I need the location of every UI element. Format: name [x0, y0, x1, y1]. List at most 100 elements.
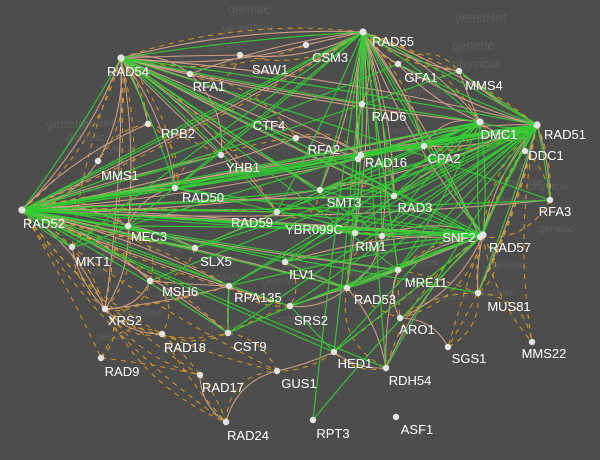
edge — [344, 287, 387, 369]
graph-node[interactable] — [225, 282, 233, 290]
graph-node[interactable] — [382, 364, 390, 372]
graph-node[interactable] — [68, 243, 76, 251]
edge — [104, 57, 122, 310]
watermark-text: yeastNet — [430, 292, 470, 303]
graph-node[interactable] — [144, 120, 152, 128]
graph-node-label: RAD18 — [164, 340, 206, 355]
edge — [120, 57, 222, 156]
graph-node[interactable] — [420, 142, 428, 150]
graph-node[interactable] — [392, 413, 400, 421]
graph-node[interactable] — [292, 134, 300, 142]
watermark-text: physical — [262, 118, 298, 129]
graph-node-label: RAD9 — [105, 364, 140, 379]
edge — [127, 225, 154, 282]
edge — [21, 209, 291, 307]
graph-node[interactable] — [546, 196, 554, 204]
edge — [362, 31, 395, 197]
graph-node[interactable] — [101, 305, 109, 313]
graph-node[interactable] — [273, 367, 281, 375]
edge — [21, 209, 291, 307]
graph-node[interactable] — [302, 41, 310, 49]
graph-node[interactable] — [444, 343, 452, 351]
graph-node-label: MMS1 — [101, 168, 139, 183]
edge — [289, 124, 538, 307]
graph-node[interactable] — [196, 371, 204, 379]
graph-node[interactable] — [224, 329, 232, 337]
edge — [397, 269, 401, 319]
graph-node[interactable] — [316, 186, 324, 194]
graph-node[interactable] — [217, 151, 225, 159]
edge — [276, 351, 335, 372]
graph-node[interactable] — [359, 28, 367, 36]
graph-node[interactable] — [117, 54, 125, 62]
edge — [284, 261, 348, 289]
edge — [346, 124, 538, 289]
graph-node[interactable] — [236, 51, 244, 59]
graph-node[interactable] — [476, 118, 484, 126]
graph-node[interactable] — [390, 192, 398, 200]
edge — [362, 31, 395, 197]
graph-node[interactable] — [18, 206, 26, 214]
watermark-text: genetic — [66, 130, 105, 144]
watermark-text: yeastNet — [42, 241, 85, 253]
graph-node[interactable] — [186, 70, 194, 78]
edge — [319, 188, 395, 197]
edge — [333, 31, 364, 353]
graph-node[interactable] — [394, 266, 402, 274]
edge — [276, 31, 364, 213]
graph-node[interactable] — [528, 338, 536, 346]
edge — [225, 370, 278, 423]
edge — [189, 31, 364, 75]
graph-node[interactable] — [171, 184, 179, 192]
edge — [477, 234, 484, 294]
graph-node[interactable] — [309, 416, 317, 424]
graph-node[interactable] — [351, 229, 359, 237]
graph-node[interactable] — [343, 284, 351, 292]
graph-node[interactable] — [354, 155, 362, 163]
graph-node[interactable] — [158, 330, 166, 338]
graph-node[interactable] — [455, 67, 463, 75]
graph-node[interactable] — [273, 208, 281, 216]
graph-node[interactable] — [222, 418, 230, 426]
edge — [227, 285, 230, 334]
graph-node[interactable] — [521, 147, 529, 155]
watermark-text: yeastNet — [318, 112, 358, 123]
graph-node[interactable] — [396, 314, 404, 322]
graph-node[interactable] — [281, 258, 289, 266]
graph-node[interactable] — [286, 302, 294, 310]
graph-node[interactable] — [394, 60, 402, 68]
edge — [104, 57, 124, 310]
graph-node[interactable] — [330, 348, 338, 356]
watermark-text: yeastNet — [276, 314, 316, 325]
graph-node[interactable] — [146, 277, 154, 285]
edge — [227, 234, 484, 334]
edge — [174, 187, 484, 236]
graph-node-label: RFA3 — [539, 204, 572, 219]
edge — [284, 234, 484, 263]
node-layer[interactable] — [18, 28, 554, 426]
edge — [120, 57, 278, 213]
edge — [120, 57, 359, 160]
graph-node[interactable] — [94, 157, 102, 165]
graph-node[interactable] — [378, 232, 386, 240]
edge — [120, 57, 481, 238]
watermark-text: genetic — [492, 259, 528, 271]
edge — [21, 209, 229, 334]
graph-node[interactable] — [533, 121, 541, 129]
edge — [149, 247, 196, 282]
graph-node-label: RPT3 — [316, 426, 349, 441]
edge — [120, 57, 481, 123]
edge — [362, 31, 538, 126]
graph-node[interactable] — [474, 289, 482, 297]
graph-node[interactable] — [358, 100, 366, 108]
graph-node[interactable] — [124, 222, 132, 230]
graph-node[interactable] — [97, 354, 105, 362]
graph-node[interactable] — [476, 233, 484, 241]
graph-node[interactable] — [191, 244, 199, 252]
edge — [225, 370, 278, 423]
edge — [397, 63, 538, 126]
edge — [127, 225, 484, 236]
graph-node-label: RPB2 — [161, 126, 195, 141]
